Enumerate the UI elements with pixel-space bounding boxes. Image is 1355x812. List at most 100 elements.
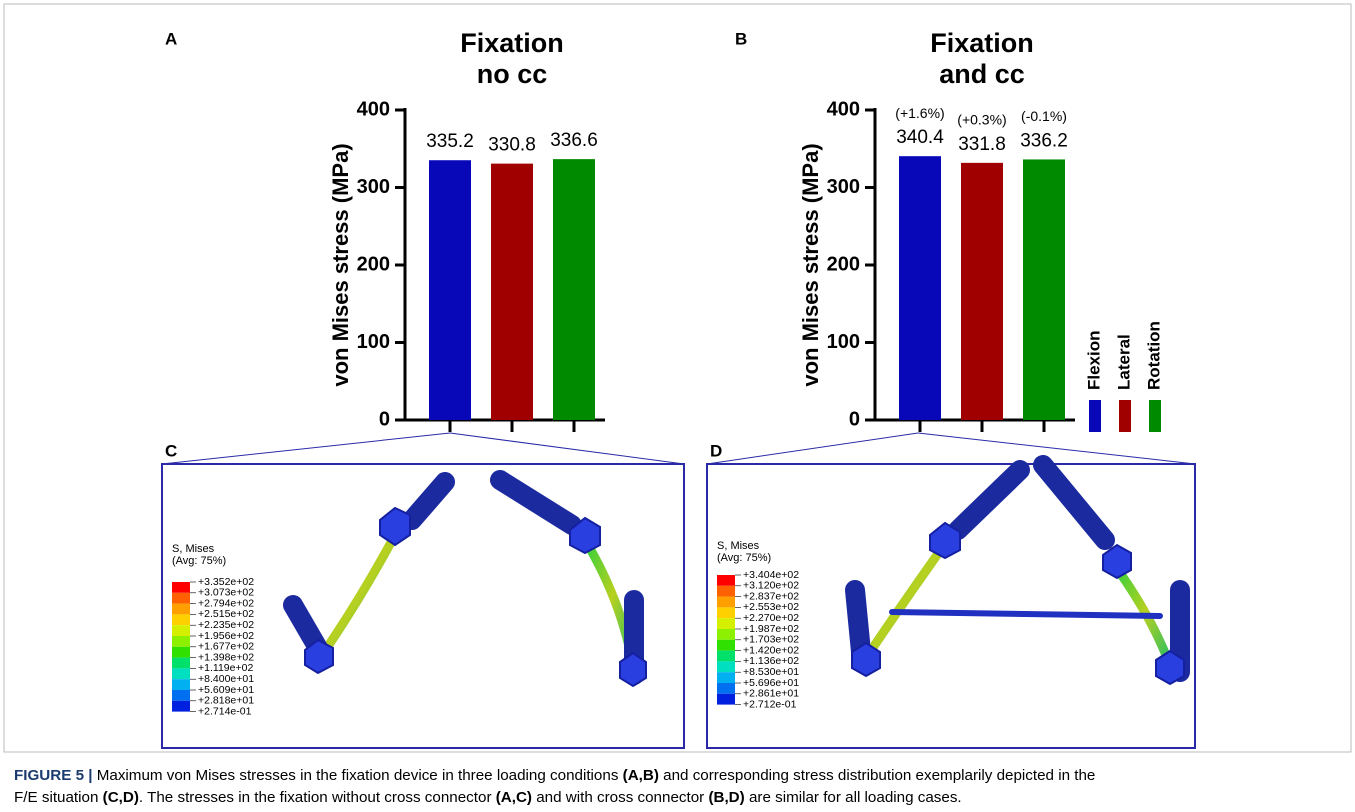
contour-swatch xyxy=(172,604,190,615)
y-tick-label: 300 xyxy=(357,176,390,198)
value-label: 336.2 xyxy=(1020,130,1068,151)
contour-swatch xyxy=(717,607,735,618)
y-tick-label: 100 xyxy=(357,331,390,353)
contour-swatch xyxy=(172,593,190,604)
contour-swatch xyxy=(717,640,735,651)
value-label: 335.2 xyxy=(426,131,474,152)
fe-model xyxy=(293,480,646,686)
annotation: (+0.3%) xyxy=(957,112,1006,128)
contour-label: +2.714e-01 xyxy=(198,705,252,717)
legend-label: Rotation xyxy=(1144,321,1163,390)
contour-swatch xyxy=(717,661,735,672)
contour-swatch xyxy=(717,618,735,629)
caption-text: (A,B) xyxy=(623,767,659,784)
contour-title: (Avg: 75%) xyxy=(717,552,771,564)
caption-text: (B,D) xyxy=(708,789,744,806)
panel-label: D xyxy=(710,441,722,460)
figure: AFixationno ccvon Mises stress (MPa)0100… xyxy=(0,0,1355,812)
bar xyxy=(1023,159,1065,420)
contour-swatch xyxy=(717,651,735,662)
rod xyxy=(868,548,942,655)
y-tick-label: 200 xyxy=(357,253,390,275)
annotation: (+1.6%) xyxy=(895,105,944,121)
contour-swatch xyxy=(717,683,735,694)
chart-title: Fixation xyxy=(930,28,1034,58)
contour-swatch xyxy=(172,658,190,669)
value-label: 336.6 xyxy=(550,130,598,151)
screw-head xyxy=(380,508,410,545)
contour-title: (Avg: 75%) xyxy=(172,555,226,567)
contour-swatch xyxy=(172,668,190,679)
panel-frames xyxy=(162,433,1195,748)
value-label: 340.4 xyxy=(896,127,944,148)
annotation: (-0.1%) xyxy=(1021,108,1067,124)
caption-text: Maximum von Mises stresses in the fixati… xyxy=(93,767,623,784)
caption-text: . The stresses in the fixation without c… xyxy=(139,789,496,806)
screw xyxy=(958,470,1020,530)
contour-swatch xyxy=(717,575,735,586)
contour-swatch xyxy=(172,625,190,636)
caption-text: F/E situation xyxy=(14,789,103,806)
y-tick-label: 0 xyxy=(849,408,860,430)
caption-text: are similar for all loading cases. xyxy=(745,789,962,806)
zoom-line xyxy=(162,433,450,464)
y-axis-label: von Mises stress (MPa) xyxy=(798,143,823,386)
screw xyxy=(412,482,445,520)
contour-title: S, Mises xyxy=(717,540,760,552)
bar xyxy=(429,160,471,420)
screw-head xyxy=(1103,545,1131,578)
caption-text: (C,D) xyxy=(103,789,139,806)
contour-swatch xyxy=(172,647,190,658)
y-tick-label: 400 xyxy=(357,98,390,120)
caption-text: and with cross connector xyxy=(532,789,708,806)
contour-title: S, Mises xyxy=(172,543,215,555)
cross-connector xyxy=(892,612,1160,616)
contour-swatch xyxy=(172,701,190,712)
legend-label: Lateral xyxy=(1114,334,1133,390)
screw-head xyxy=(930,523,960,558)
chart-title: Fixation xyxy=(460,28,564,58)
zoom-line xyxy=(918,433,1195,464)
caption-line: FIGURE 5 | Maximum von Mises stresses in… xyxy=(14,767,1095,784)
zoom-line xyxy=(450,433,684,464)
legend-label: Flexion xyxy=(1084,330,1103,390)
y-tick-label: 200 xyxy=(827,253,860,275)
y-tick-label: 100 xyxy=(827,331,860,353)
y-axis-label: von Mises stress (MPa) xyxy=(328,143,353,386)
contour-swatch xyxy=(717,586,735,597)
contour-swatch xyxy=(172,636,190,647)
bar xyxy=(899,156,941,420)
y-tick-label: 0 xyxy=(379,408,390,430)
panel-label: B xyxy=(735,29,747,48)
panel-label: C xyxy=(165,441,177,460)
contour-swatch xyxy=(717,597,735,608)
bar xyxy=(491,164,533,420)
screw xyxy=(1043,465,1105,540)
zoom-line xyxy=(707,433,918,464)
bar xyxy=(553,159,595,420)
fe-model xyxy=(852,465,1184,684)
legend-swatch xyxy=(1119,400,1131,432)
bar xyxy=(961,163,1003,420)
chart-title: and cc xyxy=(939,59,1025,89)
contour-label: +2.712e-01 xyxy=(743,698,797,710)
caption-text: FIGURE 5 | xyxy=(14,767,93,784)
legend-swatch xyxy=(1149,400,1161,432)
contour-swatch xyxy=(172,679,190,690)
caption-line: F/E situation (C,D). The stresses in the… xyxy=(14,789,962,806)
contour-swatch xyxy=(717,694,735,705)
chart-title: no cc xyxy=(477,59,548,89)
value-label: 330.8 xyxy=(488,135,536,156)
y-tick-label: 300 xyxy=(827,176,860,198)
value-label: 331.8 xyxy=(958,134,1006,155)
caption-text: and corresponding stress distribution ex… xyxy=(659,767,1095,784)
panel-label: A xyxy=(165,29,177,48)
contour-swatch xyxy=(717,629,735,640)
legend-swatch xyxy=(1089,400,1101,432)
contour-swatch xyxy=(717,672,735,683)
screw xyxy=(500,480,572,525)
contour-swatch xyxy=(172,690,190,701)
y-tick-label: 400 xyxy=(827,98,860,120)
contour-swatch xyxy=(172,582,190,593)
caption-text: (A,C) xyxy=(496,789,532,806)
